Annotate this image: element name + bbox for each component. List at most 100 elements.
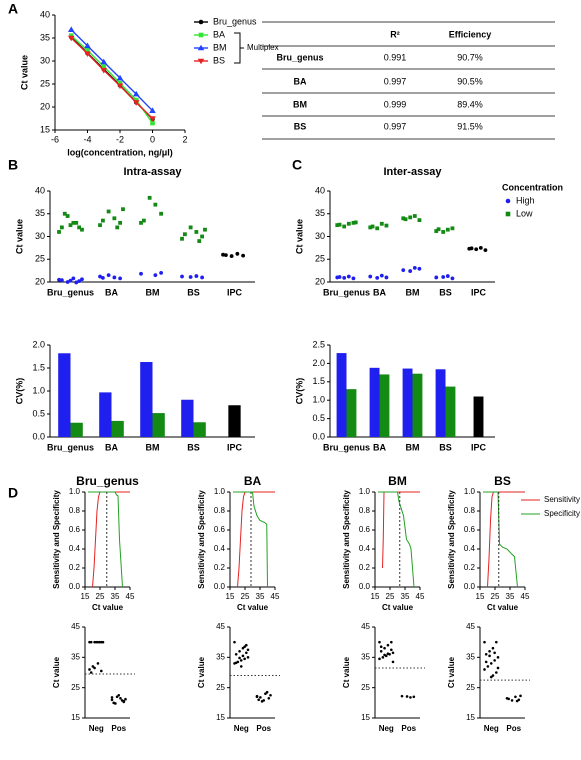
point <box>379 221 384 226</box>
point <box>57 230 61 234</box>
point <box>445 227 450 232</box>
point <box>386 643 390 647</box>
point <box>417 266 422 271</box>
point <box>257 698 260 702</box>
point <box>77 225 82 230</box>
y-axis-label: Ct value <box>294 219 304 254</box>
point <box>147 195 152 200</box>
x-tick-label: BM <box>146 442 160 452</box>
series-line <box>487 491 525 588</box>
x-tick-label: BM <box>406 287 420 297</box>
point <box>484 660 488 664</box>
bar <box>111 420 124 437</box>
point <box>91 665 95 668</box>
x-tick-label: Pos <box>401 724 416 733</box>
y-axis-label: Sensitivity and Specificity <box>342 490 351 589</box>
point <box>483 668 486 671</box>
point <box>100 58 108 65</box>
table-cell: BA <box>294 76 307 86</box>
x-tick-label: IPC <box>471 287 487 297</box>
y-tick-label: 45 <box>466 622 475 631</box>
x-tick-label: Bru_genus <box>47 287 94 297</box>
bar <box>193 422 206 437</box>
x-tick-label: 45 <box>521 592 530 601</box>
x-tick-label: 35 <box>111 592 120 601</box>
point <box>100 669 103 673</box>
point <box>233 640 236 644</box>
point <box>390 648 393 652</box>
legend-label: High <box>516 195 535 205</box>
point <box>238 649 241 653</box>
point <box>106 209 111 214</box>
y-tick-label: 1.0 <box>214 487 226 496</box>
panel-label: D <box>8 485 18 501</box>
y-tick-label: 2.0 <box>312 358 325 368</box>
y-tick-label: 15 <box>216 713 225 722</box>
x-tick-label: 15 <box>226 592 235 601</box>
x-tick-label: 35 <box>401 592 410 601</box>
x-tick-label: Bru_genus <box>323 287 370 297</box>
y-tick-label: 0.6 <box>464 525 476 534</box>
y-tick-label: 25 <box>40 78 50 88</box>
point <box>67 26 75 33</box>
x-tick-label: Neg <box>89 724 104 733</box>
point <box>118 220 123 225</box>
point <box>114 702 117 705</box>
x-axis-label: Ct value <box>92 603 124 612</box>
point <box>62 211 67 216</box>
series-line <box>233 491 268 588</box>
y-axis-label: Ct value <box>19 55 29 90</box>
point <box>246 656 250 659</box>
y-tick-label: 0.6 <box>359 525 371 534</box>
table-cell: BS <box>294 121 307 131</box>
legend-marker <box>197 58 205 65</box>
point <box>445 274 450 278</box>
x-tick-label: 25 <box>386 592 395 601</box>
y-tick-label: 0.0 <box>69 582 81 591</box>
point <box>412 695 416 699</box>
point <box>417 218 422 223</box>
x-tick-label: Pos <box>111 724 126 733</box>
panel-label: A <box>8 1 18 17</box>
point <box>264 692 267 696</box>
chart-title: Bru_genus <box>76 474 139 488</box>
bar <box>445 386 456 437</box>
series-line <box>88 491 123 588</box>
y-tick-label: 15 <box>71 713 80 722</box>
table-cell: Bru_genus <box>276 52 323 62</box>
point <box>221 252 225 257</box>
point <box>515 699 519 703</box>
bar <box>152 413 165 437</box>
x-tick-label: Neg <box>379 724 394 733</box>
y-tick-label: 40 <box>40 9 50 19</box>
point <box>80 227 84 232</box>
bracket <box>234 32 244 64</box>
point <box>383 653 386 657</box>
point <box>67 35 75 42</box>
legend-label: Sensitivity <box>544 495 580 504</box>
y-tick-label: 35 <box>315 208 325 218</box>
x-tick-label: -6 <box>51 134 59 144</box>
bar <box>473 396 484 437</box>
point <box>112 275 117 280</box>
point <box>346 274 351 279</box>
point <box>379 273 384 278</box>
point <box>409 696 412 699</box>
y-tick-label: 35 <box>35 208 45 218</box>
point <box>132 100 140 106</box>
table-cell: 0.999 <box>384 99 407 109</box>
point <box>241 646 245 650</box>
chart-title: BM <box>388 474 407 488</box>
point <box>245 651 248 655</box>
y-axis-label: Sensitivity and Specificity <box>52 490 61 589</box>
point <box>98 640 101 644</box>
y-tick-label: 45 <box>216 622 225 631</box>
point <box>153 202 158 207</box>
x-tick-label: BM <box>146 287 160 297</box>
point <box>491 674 495 677</box>
y-tick-label: 15 <box>361 713 370 722</box>
point <box>405 695 409 698</box>
point <box>84 42 91 49</box>
x-tick-label: Neg <box>234 724 249 733</box>
y-tick-label: 35 <box>466 652 475 661</box>
